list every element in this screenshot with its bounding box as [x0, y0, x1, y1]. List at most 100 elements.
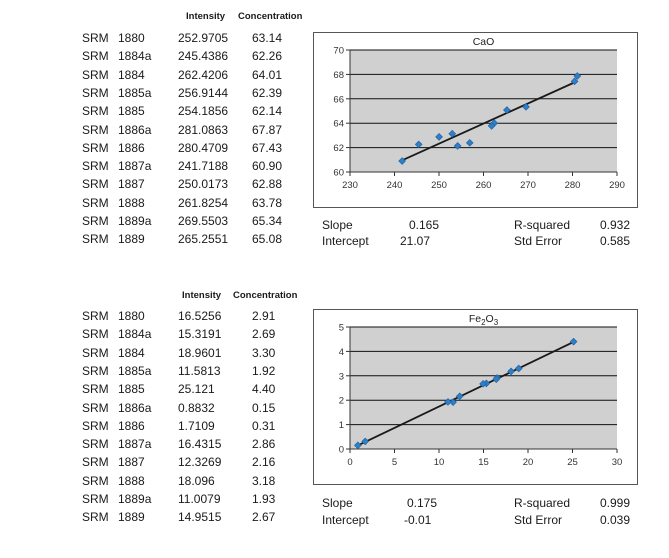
srm-prefix: SRM: [82, 492, 109, 506]
y-tick-label: 62: [333, 143, 344, 154]
data-point: [503, 106, 511, 114]
table-row: SRM 1887a 241.7188 60.90: [0, 159, 320, 177]
table-row: SRM 1888 261.8254 63.78: [0, 196, 320, 214]
sample-id: 1889a: [118, 214, 152, 228]
sample-id: 1887: [118, 177, 145, 192]
concentration-value: 2.16: [252, 455, 276, 470]
concentration-value: 64.01: [252, 67, 283, 82]
data-point: [455, 392, 464, 401]
intensity-value: 254.1856: [178, 104, 229, 119]
concentration-header: Concentration: [233, 290, 298, 301]
y-tick-label: 4: [339, 347, 344, 358]
intensity-value: 250.0173: [178, 177, 229, 192]
table-row: SRM 1888 18.096 3.18: [0, 474, 320, 492]
y-tick-label: 64: [333, 119, 344, 130]
intercept-value: 21.07: [400, 234, 431, 248]
y-tick-label: 70: [333, 46, 344, 57]
intensity-value: 15.3191: [178, 327, 222, 342]
slope-value: 0.175: [407, 496, 438, 510]
table-row: SRM 1887 12.3269 2.16: [0, 455, 320, 473]
x-tick-label: 250: [431, 180, 447, 191]
srm-prefix: SRM: [82, 67, 109, 82]
intensity-header: Intensity: [182, 290, 222, 301]
sample-id: 1888: [118, 473, 145, 488]
x-tick-label: 10: [434, 457, 445, 468]
data-point: [435, 133, 443, 141]
x-tick-label: 270: [520, 180, 536, 191]
intensity-value: 241.7188: [178, 159, 229, 174]
concentration-value: 3.18: [252, 473, 276, 488]
data-point: [444, 398, 452, 406]
concentration-value: 1.92: [252, 363, 276, 378]
intensity-value: 245.4386: [178, 49, 229, 64]
intensity-value: 18.096: [178, 473, 215, 488]
data-point: [465, 139, 474, 147]
x-tick-label: 25: [567, 457, 578, 468]
intensity-value: 16.5256: [178, 309, 222, 323]
data-point: [507, 367, 515, 376]
srm-prefix: SRM: [82, 49, 109, 64]
y-tick-label: 68: [333, 70, 344, 81]
chart-title-part: 2: [481, 318, 486, 327]
intensity-value: 12.3269: [178, 455, 222, 470]
data-point: [492, 375, 501, 384]
table-row: SRM 1880 16.5256 2.91: [0, 309, 320, 327]
chart-title-part: Fe: [469, 313, 481, 325]
table-row: SRM 1884 18.9601 3.30: [0, 346, 320, 364]
std-error-value: 0.039: [600, 513, 631, 527]
sample-id: 1880: [118, 309, 145, 323]
srm-prefix: SRM: [82, 327, 109, 342]
concentration-value: 63.78: [252, 195, 283, 210]
y-tick-label: 60: [333, 168, 344, 179]
concentration-value: 4.40: [252, 382, 276, 397]
x-tick-label: 290: [609, 180, 625, 191]
concentration-value: 67.87: [252, 122, 283, 137]
data-point: [414, 140, 423, 149]
data-point: [570, 77, 579, 86]
srm-prefix: SRM: [82, 363, 109, 378]
data-point: [514, 364, 523, 373]
y-tick-label: 66: [333, 94, 344, 105]
concentration-value: 62.26: [252, 49, 283, 64]
table-row: SRM 1884a 245.4386 62.26: [0, 49, 320, 67]
y-tick-label: 2: [339, 396, 344, 407]
chart-title-part: 3: [494, 318, 499, 327]
concentration-value: 63.14: [252, 31, 283, 45]
srm-prefix: SRM: [82, 418, 109, 433]
intercept-label: Intercept: [322, 234, 369, 248]
table-row: SRM 1885a 11.5813 1.92: [0, 364, 320, 382]
r-squared-value: 0.932: [600, 218, 631, 232]
sample-id: 1887: [118, 455, 145, 470]
intensity-value: 280.4709: [178, 140, 229, 155]
table-row: SRM 1889a 269.5503 65.34: [0, 214, 320, 232]
table-row: SRM 1886a 281.0863 67.87: [0, 123, 320, 141]
table-row: SRM 1880 252.9705 63.14: [0, 31, 320, 49]
sample-id: 1885a: [118, 363, 152, 378]
srm-prefix: SRM: [82, 104, 109, 119]
intensity-value: 0.8832: [178, 400, 215, 415]
intercept-label: Intercept: [322, 513, 369, 527]
sample-id: 1884: [118, 345, 145, 360]
x-tick-label: 5: [392, 457, 397, 468]
sample-id: 1885a: [118, 85, 152, 100]
chart-title: Fe2O3: [469, 313, 499, 327]
intensity-value: 256.9144: [178, 85, 229, 100]
sample-id: 1884a: [118, 49, 152, 64]
intensity-value: 11.0079: [178, 492, 221, 506]
concentration-value: 3.30: [252, 345, 276, 360]
srm-prefix: SRM: [82, 195, 109, 210]
concentration-value: 62.14: [252, 104, 283, 119]
srm-prefix: SRM: [82, 232, 109, 247]
intensity-value: 269.5503: [178, 214, 229, 228]
x-tick-label: 240: [387, 180, 403, 191]
y-tick-label: 1: [339, 420, 344, 431]
x-tick-label: 30: [612, 457, 623, 468]
table-row: SRM 1889 14.9515 2.67: [0, 510, 320, 528]
slope-label: Slope: [322, 218, 353, 232]
sample-id: 1884a: [118, 327, 152, 342]
r-squared-label: R-squared: [514, 218, 571, 232]
srm-prefix: SRM: [82, 382, 109, 397]
sample-id: 1889: [118, 232, 145, 247]
table-row: SRM 1885 254.1856 62.14: [0, 104, 320, 122]
x-tick-label: 0: [347, 457, 352, 468]
